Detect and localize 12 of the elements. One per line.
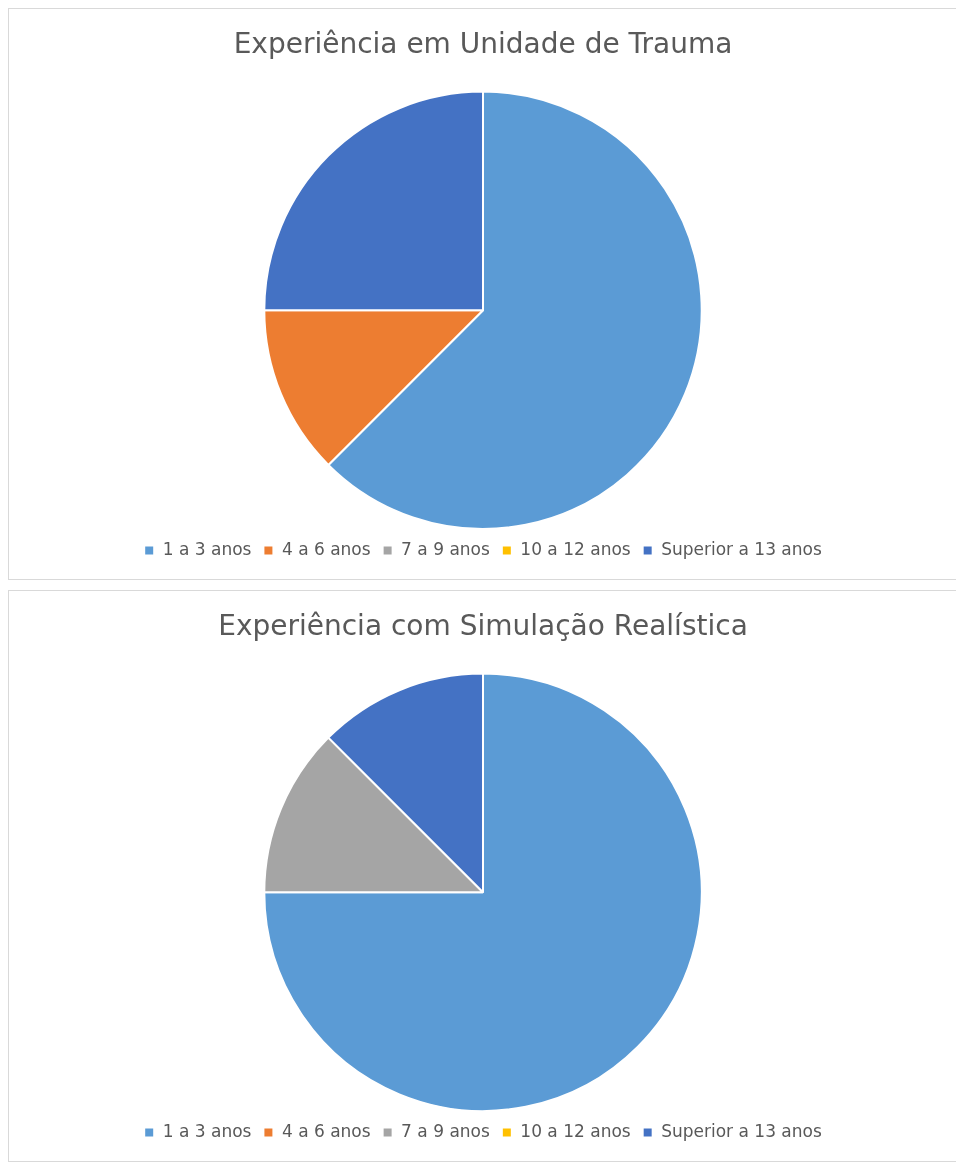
legend-label: 4 a 6 anos <box>281 1120 371 1141</box>
legend-label: 10 a 12 anos <box>520 538 631 559</box>
legend-label: Superior a 13 anos <box>661 538 822 559</box>
legend-label: Superior a 13 anos <box>661 1120 822 1141</box>
legend-label: 1 a 3 anos <box>162 1120 252 1141</box>
legend-label: 4 a 6 anos <box>281 538 371 559</box>
legend-label: 7 a 9 anos <box>401 1120 490 1141</box>
legend-label: 7 a 9 anos <box>401 538 490 559</box>
chart-title: Experiência em Unidade de Trauma <box>233 27 733 61</box>
chart-title: Experiência com Simulação Realística <box>218 609 748 643</box>
legend-label: 10 a 12 anos <box>520 1120 631 1141</box>
legend-label: 1 a 3 anos <box>162 538 252 559</box>
